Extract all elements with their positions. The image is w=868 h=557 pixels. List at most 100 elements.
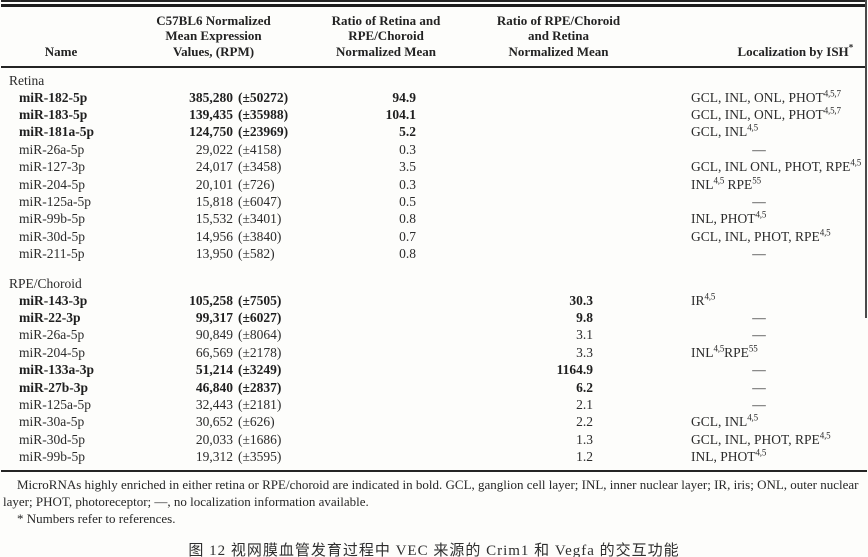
table-row: miR-143-3p 105,258 (±7505) 30.3 IR4,5 <box>1 292 867 309</box>
localization-cell: — <box>752 246 766 262</box>
figure-caption: 图 12 视网膜血管发育过程中 VEC 来源的 Crim1 和 Vegfa 的交… <box>188 543 680 557</box>
ratio-rpe-cell: 30.3 <box>569 292 593 308</box>
expression-value-cell: 20,101 (±726) <box>121 177 306 193</box>
ratio-rpe-cell: 1.3 <box>576 431 593 447</box>
ratio-rpe-cell: 1164.9 <box>556 362 593 378</box>
localization-cell: INL, PHOT4,5 <box>691 209 767 227</box>
localization-cell: INL4,5 RPE55 <box>691 175 761 192</box>
mirna-name-cell: miR-26a-5p <box>19 141 85 157</box>
localization-cell: — <box>752 141 766 157</box>
localization-cell: — <box>752 327 766 343</box>
localization-cell: GCL, INL ONL, PHOT, RPE4,5 <box>691 157 862 175</box>
table-bottom-rule <box>1 469 867 472</box>
reference-superscript: 4,5 <box>819 227 831 238</box>
reference-superscript: 55 <box>752 175 761 186</box>
expression-stdev: (±4158) <box>238 141 282 157</box>
ratio-rpe-cell: 3.1 <box>576 327 593 343</box>
column-header-localization: Localization by ISH* <box>737 42 853 59</box>
localization-cell: — <box>752 362 766 378</box>
expression-mean: 46,840 <box>195 379 233 395</box>
table-body: Retina miR-182-5p 385,280 (±50272) 94.9 GCL, … <box>1 68 867 466</box>
expression-value-cell: 30,652 (±626) <box>121 414 306 430</box>
mirna-name-cell: miR-133a-3p <box>19 362 94 378</box>
section-label: Retina <box>9 72 45 88</box>
expression-mean: 15,818 <box>195 194 233 210</box>
expression-mean: 385,280 <box>189 89 233 105</box>
table-row: miR-211-5p 13,950 (±582) 0.8 — <box>1 246 867 263</box>
expression-value-cell: 66,569 (±2178) <box>121 345 306 361</box>
table-row: miR-183-5p 139,435 (±35988) 104.1 GCL, INL, … <box>1 106 867 123</box>
expression-mean: 20,101 <box>195 176 233 192</box>
mirna-name-cell: miR-125a-5p <box>19 396 91 412</box>
expression-value-cell: 105,258 (±7505) <box>121 293 306 309</box>
table-row: miR-30d-5p 14,956 (±3840) 0.7 GCL, INL, PHOT… <box>1 228 867 245</box>
localization-cell: — <box>752 379 766 395</box>
ratio-rpe-cell: 1.2 <box>576 449 593 465</box>
expression-stdev: (±8064) <box>238 327 282 343</box>
table-row: miR-99b-5p 15,532 (±3401) 0.8 INL, PHOT4,5 <box>1 209 867 228</box>
expression-value-cell: 32,443 (±2181) <box>121 397 306 413</box>
mirna-name-cell: miR-204-5p <box>19 344 85 360</box>
expression-stdev: (±1686) <box>238 431 282 447</box>
ratio-retina-cell: 0.3 <box>399 141 416 157</box>
expression-value-cell: 99,317 (±6027) <box>121 310 306 326</box>
mirna-name-cell: miR-127-3p <box>19 159 85 175</box>
reference-superscript: 4,5 <box>747 412 758 423</box>
expression-mean: 15,532 <box>195 211 233 227</box>
table-row: miR-125a-5p 32,443 (±2181) 2.1 — <box>1 396 867 413</box>
expression-stdev: (±3401) <box>238 211 282 227</box>
localization-cell: GCL, INL, PHOT, RPE4,5 <box>691 227 831 244</box>
reference-superscript: 4,5 <box>755 447 767 458</box>
expression-value-cell: 139,435 (±35988) <box>121 107 306 123</box>
ratio-rpe-cell: 2.1 <box>576 396 593 412</box>
reference-superscript: 4,5 <box>819 430 831 441</box>
mirna-name-cell: miR-182-5p <box>19 89 88 105</box>
reference-superscript: 4,5 <box>713 343 725 354</box>
mirna-name-cell: miR-27b-3p <box>19 379 89 395</box>
expression-stdev: (±7505) <box>238 292 282 308</box>
table-section: RPE/Choroid miR-143-3p 105,258 (±7505) 30.3 I… <box>1 271 867 466</box>
expression-value-cell: 90,849 (±8064) <box>121 327 306 343</box>
expression-value-cell: 46,840 (±2837) <box>121 380 306 396</box>
localization-cell: — <box>752 194 766 210</box>
table-row: miR-22-3p 99,317 (±6027) 9.8 — <box>1 309 867 326</box>
expression-stdev: (±3249) <box>238 362 282 378</box>
mirna-name-cell: miR-204-5p <box>19 176 85 192</box>
expression-mean: 20,033 <box>195 431 233 447</box>
expression-stdev: (±3595) <box>238 449 282 465</box>
expression-mean: 99,317 <box>195 309 233 325</box>
mirna-name-cell: miR-183-5p <box>19 107 88 123</box>
table-row: miR-133a-3p 51,214 (±3249) 1164.9 — <box>1 361 867 378</box>
expression-mean: 139,435 <box>189 107 233 123</box>
mirna-name-cell: miR-99b-5p <box>19 449 85 465</box>
expression-stdev: (±582) <box>238 246 275 262</box>
expression-stdev: (±2837) <box>238 379 282 395</box>
expression-mean: 30,652 <box>195 414 233 430</box>
expression-mean: 105,258 <box>189 292 233 308</box>
reference-superscript: 4,5 <box>850 157 862 168</box>
expression-mean: 124,750 <box>189 124 233 140</box>
ratio-retina-cell: 3.5 <box>399 159 416 175</box>
ratio-rpe-cell: 3.3 <box>576 344 593 360</box>
column-header-name: Name <box>44 43 78 59</box>
table-row: miR-181a-5p 124,750 (±23969) 5.2 GCL, INL4,5 <box>1 123 867 141</box>
expression-stdev: (±2178) <box>238 344 282 360</box>
localization-cell: INL, PHOT4,5 <box>691 447 767 465</box>
ratio-retina-cell: 0.3 <box>399 176 416 192</box>
ratio-retina-cell: 94.9 <box>392 89 416 105</box>
expression-value-cell: 15,818 (±6047) <box>121 194 306 210</box>
ratio-rpe-cell: 9.8 <box>576 309 593 325</box>
expression-mean: 13,950 <box>195 246 233 262</box>
table-row: miR-26a-5p 90,849 (±8064) 3.1 — <box>1 327 867 344</box>
expression-value-cell: 20,033 (±1686) <box>121 432 306 448</box>
expression-mean: 90,849 <box>195 327 233 343</box>
expression-mean: 14,956 <box>195 228 233 244</box>
reference-superscript: 4,5,7 <box>823 88 841 99</box>
mirna-name-cell: miR-125a-5p <box>19 194 91 210</box>
column-header-expression: C57BL6 Normalized Mean Expression Values… <box>156 13 271 59</box>
table-row: miR-182-5p 385,280 (±50272) 94.9 GCL, INL, O… <box>1 89 867 106</box>
expression-stdev: (±3458) <box>238 159 282 175</box>
expression-stdev: (±626) <box>238 414 275 430</box>
reference-superscript: 4,5,7 <box>823 105 841 116</box>
